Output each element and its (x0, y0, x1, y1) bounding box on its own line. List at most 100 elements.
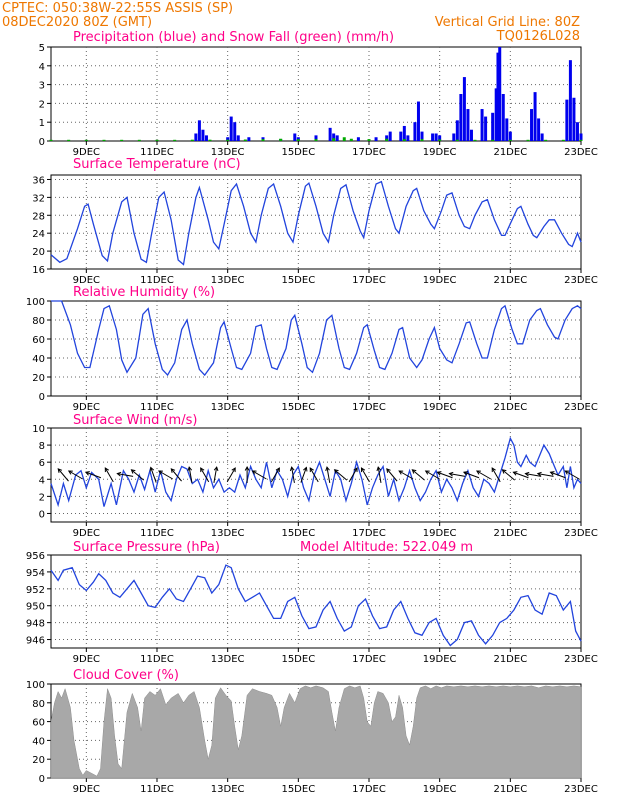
wind-arrow (116, 471, 134, 477)
header-run-date: 08DEC2020 80Z (GMT) (2, 15, 152, 30)
bar-snow (473, 139, 477, 141)
wind-arrow-shaft (398, 470, 414, 480)
wind-arrow-head (187, 466, 193, 472)
panel-4: Surface Pressure (hPa) Model Altitude: 52… (26, 540, 598, 665)
bar-snow (49, 139, 53, 141)
wind-arrow (200, 467, 210, 483)
wind-arrow-head (104, 467, 109, 473)
bar-rain (568, 60, 572, 141)
wind-arrow-shaft (326, 467, 331, 483)
x-tick-label: 9DEC (73, 147, 100, 158)
bar-snow (173, 139, 177, 141)
y-tick-label: 956 (26, 551, 45, 562)
x-tick-label: 17DEC (352, 528, 386, 539)
bar-rain (236, 135, 240, 141)
bar-snow (342, 137, 346, 141)
wind-arrow (170, 468, 182, 482)
bar-rain (455, 120, 459, 141)
bar-rain (533, 92, 537, 141)
wind-arrow (512, 471, 529, 479)
wind-arrow (424, 470, 440, 480)
wind-arrow-shaft (550, 471, 566, 479)
wind-arrow (213, 466, 219, 483)
wind-arrow (244, 465, 250, 483)
x-tick-label: 11DEC (140, 275, 174, 286)
x-tick-label: 21DEC (493, 654, 527, 665)
bar-snow (544, 139, 548, 141)
wind-arrow-shaft (476, 470, 492, 480)
wind-arrow (149, 466, 157, 483)
wind-arrow-head (411, 469, 417, 474)
y-tick-label: 4 (39, 475, 45, 486)
y-tick-label: 40 (32, 354, 45, 365)
x-tick-label: 21DEC (493, 147, 527, 158)
bar-rain (293, 133, 297, 141)
wind-arrow-shaft (564, 470, 580, 480)
bar-rain (459, 94, 463, 141)
panel-title: Surface Wind (m/s) (73, 413, 197, 428)
x-tick-label: 13DEC (211, 654, 245, 665)
y-tick-label: 0 (39, 774, 45, 785)
wind-arrow-head (116, 471, 122, 477)
panel-3: Surface Wind (m/s) 9DEC 11DEC 13DEC 15DEC 17D… (32, 413, 598, 539)
wind-arrow (333, 469, 348, 481)
wind-arrow-shaft (226, 467, 236, 483)
x-tick-label: 21DEC (493, 275, 527, 286)
wind-arrow-shaft (104, 467, 114, 483)
bar-snow (402, 139, 406, 141)
wind-arrow (411, 469, 425, 481)
wind-arrow-shaft (158, 470, 174, 480)
x-tick-label: 21DEC (493, 784, 527, 795)
wind-arrow-shaft (537, 473, 554, 477)
bar-rain (452, 133, 456, 141)
wind-arrow-head (386, 468, 391, 473)
bar-snow (208, 139, 212, 141)
wind-arrow (325, 466, 331, 483)
wind-arrow (536, 471, 554, 477)
wind-arrow-head (244, 465, 250, 471)
bar-rain (469, 129, 473, 141)
y-tick-label: 2 (39, 492, 45, 503)
wind-arrow-shaft (270, 467, 280, 483)
x-tick-label: 13DEC (211, 275, 245, 286)
bar-rain (491, 112, 495, 141)
x-tick-label: 11DEC (140, 528, 174, 539)
y-tick-label: 20 (32, 247, 45, 258)
x-tick-label: 23DEC (564, 784, 598, 795)
wind-arrow-shaft (150, 467, 157, 483)
y-tick-label: 60 (32, 718, 45, 729)
bar-rain (484, 116, 488, 141)
wind-arrow-shaft (131, 469, 145, 481)
x-tick-label: 19DEC (423, 147, 457, 158)
panel-0: Precipitation (blue) and Snow Fall (gree… (39, 30, 598, 158)
plot-frame (50, 427, 582, 523)
y-tick-label: 2 (39, 99, 45, 110)
wind-arrow-head (501, 469, 507, 474)
x-tick-label: 15DEC (281, 147, 315, 158)
wind-arrow-shaft (513, 471, 529, 479)
bar-rain (406, 135, 410, 141)
y-tick-label: 0 (39, 509, 45, 520)
x-tick-label: 15DEC (281, 654, 315, 665)
x-tick-label: 11DEC (140, 147, 174, 158)
bar-rain (434, 133, 438, 141)
bar-rain (226, 137, 230, 141)
bar-snow (526, 139, 530, 141)
y-tick-label: 4 (39, 62, 45, 73)
x-tick-label: 19DEC (423, 784, 457, 795)
header: CPTEC: 050:38W-22:55S ASSIS (SP) 08DEC20… (2, 1, 580, 44)
panel-annotation: Model Altitude: 522.049 m (300, 540, 473, 555)
wind-arrow (300, 466, 308, 483)
wind-arrow-shaft (57, 468, 69, 482)
panel-title: Surface Temperature (nC) (73, 157, 241, 172)
wind-arrow-head (149, 466, 155, 472)
wind-arrow-shaft (449, 473, 466, 477)
wind-arrow (436, 471, 453, 479)
bar-snow (332, 138, 336, 141)
wind-arrow (226, 467, 236, 483)
y-tick-label: 36 (32, 175, 45, 186)
panel-title: Surface Pressure (hPa) (73, 540, 220, 555)
wind-arrow-shaft (117, 473, 134, 477)
